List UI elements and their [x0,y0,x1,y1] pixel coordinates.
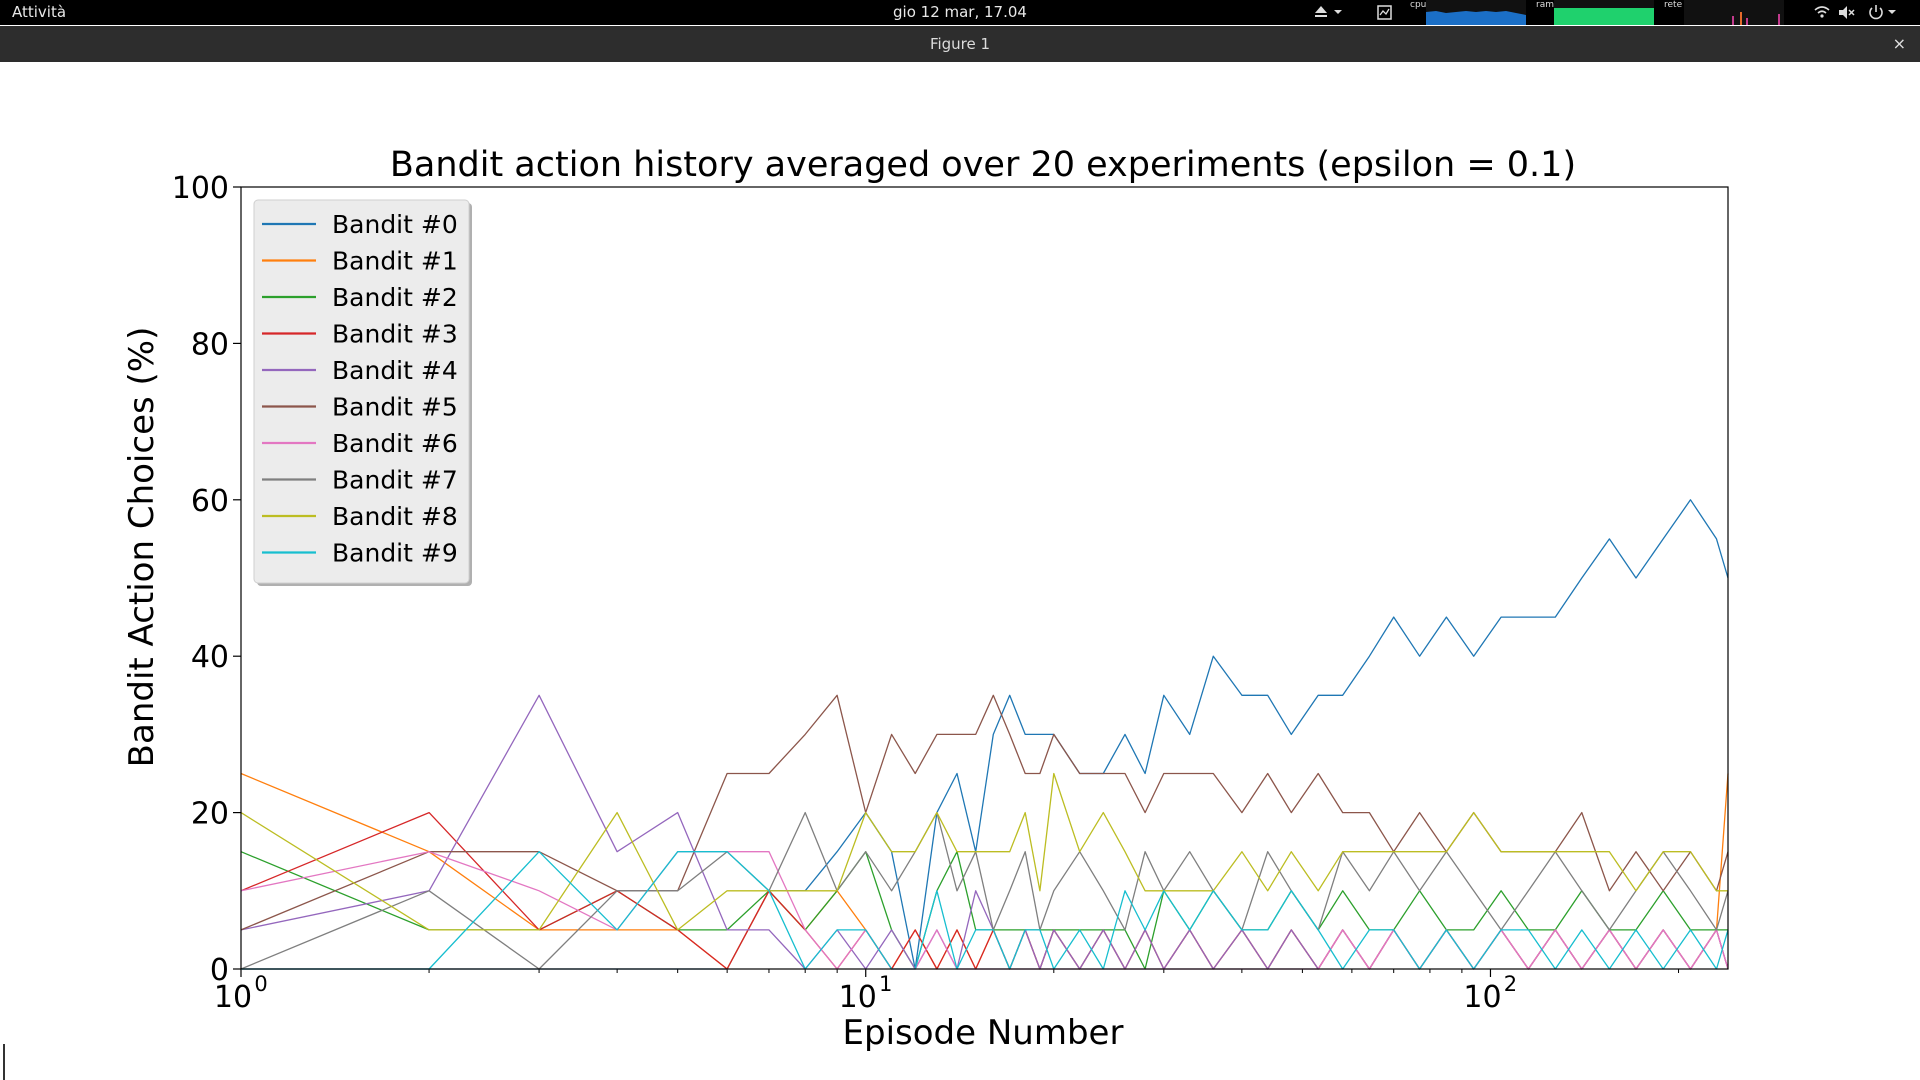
x-axis-ticks: 10 0 10 1 10 2 [214,969,1680,1015]
legend-label: Bandit #8 [332,502,458,531]
legend-label: Bandit #9 [332,539,458,568]
x-tick-label: 10 [214,980,252,1015]
net-monitor-label: rete [1664,0,1683,10]
series-line [240,694,1729,931]
legend-label: Bandit #4 [332,356,458,385]
plot-frame [240,186,1729,970]
series-line [240,694,1729,970]
close-icon[interactable]: × [1892,34,1906,53]
series-line [241,851,1729,970]
x-axis-label: Episode Number [843,1013,1124,1053]
net-graph[interactable] [1684,0,1784,25]
window-edge [0,1044,5,1080]
y-tick-label: 100 [172,171,229,206]
x-tick-exponent: 2 [1504,972,1517,996]
x-tick-exponent: 1 [879,972,892,996]
x-tick-label: 10 [839,980,877,1015]
legend-box [253,199,470,584]
cpu-monitor-label: cpu [1410,0,1427,10]
series-line [240,772,1729,970]
activities-button[interactable]: Attività [12,3,67,21]
y-tick-label: 20 [191,797,229,832]
legend: Bandit #0 Bandit #1 Bandit #2 Bandit #3 Band… [253,199,472,586]
volume-muted-icon[interactable] [1836,0,1856,25]
y-axis-label: Bandit Action Choices (%) [122,327,162,768]
chart: Bandit action history averaged over 20 e… [122,145,1729,1053]
wifi-icon[interactable] [1812,0,1832,25]
power-icon[interactable] [1866,0,1902,25]
legend-label: Bandit #2 [332,283,458,312]
legend-label: Bandit #0 [332,210,458,239]
eject-icon[interactable] [1305,0,1345,25]
gnome-top-bar: Attività gio 12 mar, 17.04 cpu ram rete [0,0,1920,25]
clock[interactable]: gio 12 mar, 17.04 [893,3,1027,21]
x-tick-exponent: 0 [254,972,267,996]
window-title: Figure 1 [929,35,991,53]
series-line [240,811,1729,970]
system-monitor-icon[interactable] [1375,0,1395,25]
series-line [240,772,1728,931]
legend-label: Bandit #5 [332,393,458,422]
cpu-graph[interactable] [1426,0,1526,25]
y-axis-ticks: 0 20 40 60 80 100 [172,171,241,988]
y-tick-label: 80 [191,327,229,362]
ram-monitor-label: ram [1536,0,1554,10]
y-tick-label: 40 [191,640,229,675]
legend-label: Bandit #6 [332,429,458,458]
legend-label: Bandit #1 [332,247,458,276]
y-tick-label: 60 [191,484,229,519]
window-titlebar[interactable]: Figure 1 × [0,26,1920,62]
y-tick-label: 0 [210,953,229,988]
chart-title: Bandit action history averaged over 20 e… [390,145,1576,185]
legend-label: Bandit #7 [332,466,458,495]
x-tick-label: 10 [1463,980,1501,1015]
legend-label: Bandit #3 [332,320,458,349]
ram-graph[interactable] [1554,0,1654,25]
